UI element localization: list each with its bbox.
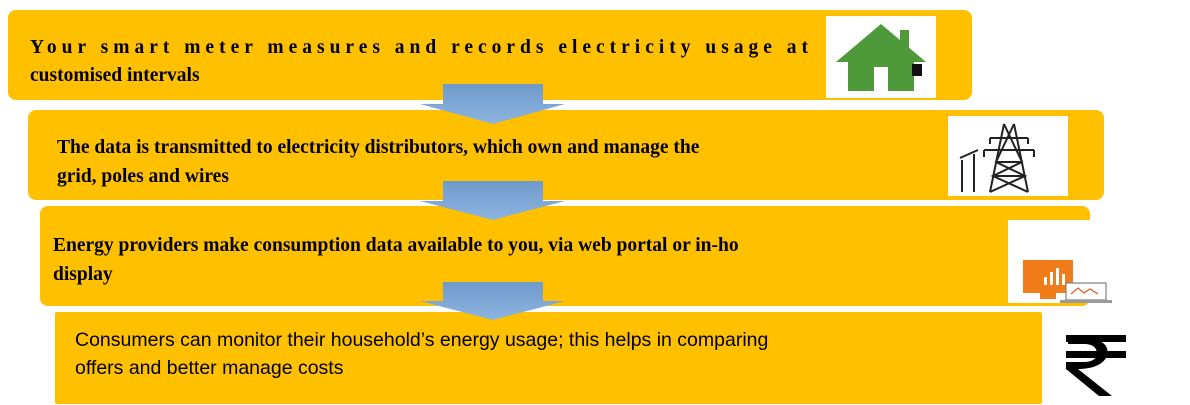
step-text: Your smart meter measures and records el… (30, 37, 809, 58)
step-text: Energy providers make consumption data a… (53, 235, 739, 256)
step-text: grid, poles and wires (57, 166, 229, 187)
step-text: offers and better manage costs (75, 357, 344, 379)
rupee-icon (1050, 324, 1143, 401)
step-box (28, 110, 1104, 200)
step-box (40, 206, 1090, 306)
house-icon (826, 16, 936, 98)
step-box (55, 312, 1042, 404)
down-arrow (420, 181, 565, 220)
down-arrow (420, 282, 565, 320)
step-text: customised intervals (30, 65, 200, 86)
step-box (8, 10, 972, 100)
step-text: The data is transmitted to electricity d… (57, 137, 700, 158)
display-icon (1008, 220, 1143, 303)
down-arrow (420, 84, 565, 124)
tower-icon (948, 116, 1068, 196)
step-text: Consumers can monitor their household’s … (75, 329, 768, 351)
step-text: display (53, 264, 113, 285)
